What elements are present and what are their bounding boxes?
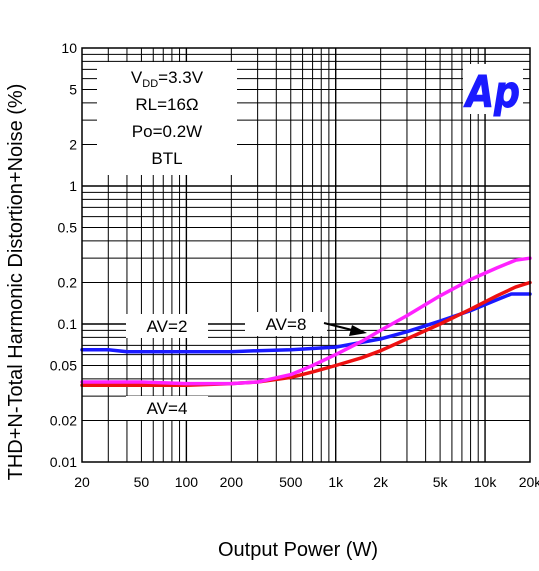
series-layer [80, 256, 532, 387]
y-tick-label: 0.05 [50, 358, 77, 374]
x-tick-label: 1k [328, 474, 344, 490]
annotation-box-av4 [126, 396, 208, 420]
x-tick-label: 20 [74, 474, 90, 490]
condition-rl: RL=16Ω [135, 95, 198, 114]
annotation-arrow-shaft [323, 322, 353, 331]
series-line-3 [80, 256, 532, 386]
plot-frame [81, 47, 531, 463]
x-tick-label: 20k [519, 474, 539, 490]
x-axis-title: Output Power (W) [218, 539, 378, 561]
conditions-box [97, 62, 237, 175]
x-tick-label: 50 [134, 474, 150, 490]
y-tick-label: 0.1 [58, 316, 78, 332]
annotation-arrow-head [349, 325, 367, 336]
condition-mode: BTL [151, 149, 182, 168]
y-tick-label: 1 [69, 178, 77, 194]
y-tick-label: 5 [69, 82, 77, 98]
annotation-av2: AV=2 [147, 317, 188, 336]
y-tick-label: 10 [61, 40, 77, 56]
condition-vdd: VDD=3.3V [131, 68, 204, 90]
y-tick-label: 0.02 [50, 412, 77, 428]
x-tick-label: 5k [433, 474, 449, 490]
annotation-box-av8 [245, 312, 327, 336]
y-tick-label: 0.5 [58, 220, 78, 236]
annotation-box-av2 [126, 314, 208, 338]
annotation-av8: AV=8 [266, 315, 307, 334]
annotation-av4: AV=4 [147, 399, 188, 418]
annotation-layer: VDD=3.3V RL=16Ω Po=0.2W BTL AV=2 AV=4 AV=8 Ap [97, 62, 523, 420]
y-tick-label: 0.2 [58, 274, 78, 290]
x-tick-label: 2k [373, 474, 389, 490]
y-axis-tick-labels: 0.01 0.02 0.05 0.1 0.2 0.5 1 2 5 10 [50, 40, 77, 470]
x-axis-tick-labels: 20 50 100 200 500 1k 2k 5k 10k 20k [74, 474, 539, 490]
x-tick-label: 100 [175, 474, 199, 490]
y-tick-label: 0.01 [50, 454, 77, 470]
y-tick-label: 2 [69, 136, 77, 152]
condition-po: Po=0.2W [132, 122, 202, 141]
series-line-1 [80, 292, 532, 354]
logo-background [463, 64, 523, 114]
x-tick-label: 10k [474, 474, 498, 490]
y-axis-title: THD+N-Total Harmonic Distortion+Noise (%… [5, 84, 27, 481]
x-tick-label: 200 [220, 474, 244, 490]
ap-logo: Ap [464, 67, 520, 118]
x-tick-label: 500 [279, 474, 303, 490]
